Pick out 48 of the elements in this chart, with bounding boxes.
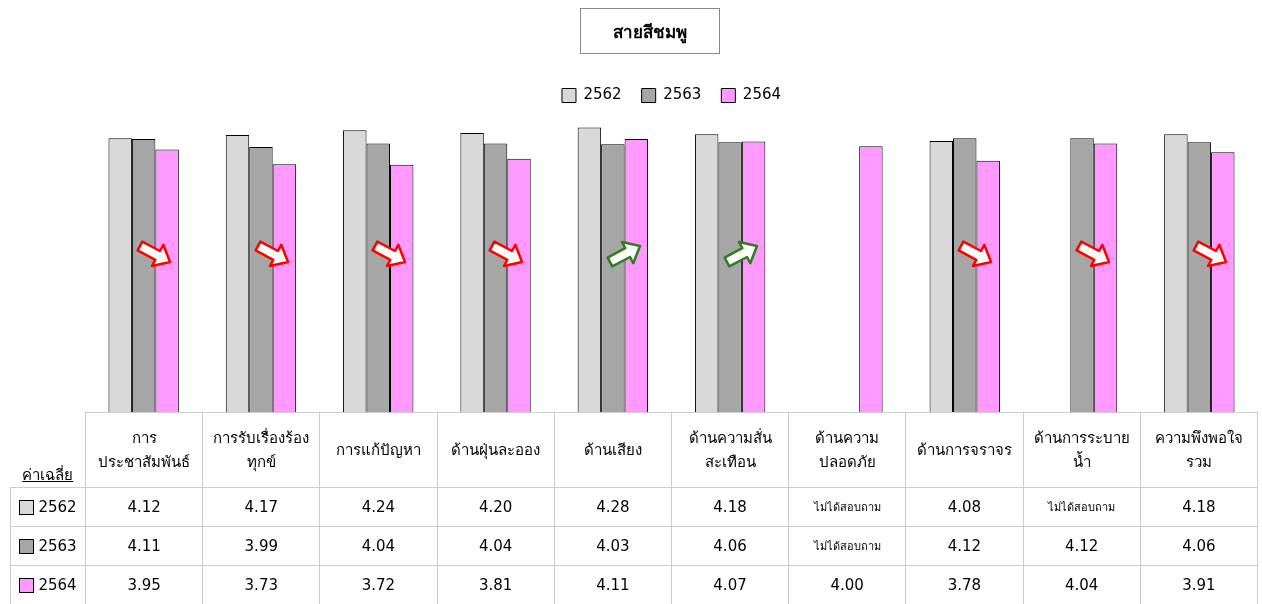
text: 2562 — [38, 498, 77, 516]
text: ค่าเฉลี่ย — [21, 464, 75, 486]
data-label: 4.08 — [905, 487, 1023, 527]
chart-title: สายสีชมพู — [580, 8, 720, 54]
data-label: 4.07 — [671, 565, 789, 604]
legend-label: 2562 — [583, 85, 622, 104]
legend-label: 2563 — [663, 85, 702, 104]
text: ไม่ได้สอบถาม — [813, 501, 881, 514]
data-label: 4.12 — [85, 487, 203, 527]
data-label: 4.04 — [1023, 565, 1141, 604]
data-label: 4.12 — [1023, 526, 1141, 566]
x-tick-label: ด้านความสั่นสะเทือน — [671, 412, 789, 488]
data-label: 3.95 — [85, 565, 203, 604]
x-tick-label: ด้านฝุ่นละออง — [437, 412, 555, 488]
data-label: 4.24 — [319, 487, 438, 527]
data-label: 3.72 — [319, 565, 438, 604]
x-tick-label: ด้านการจราจร — [905, 412, 1023, 488]
x-tick-label: ด้านความปลอดภัย — [788, 412, 906, 488]
data-label: 4.04 — [319, 526, 438, 566]
data-label: 3.78 — [905, 565, 1023, 604]
data-label: 4.06 — [1140, 526, 1258, 566]
text: 2563 — [38, 537, 77, 555]
x-tick-label: ความพึงพอใจรวม — [1140, 412, 1258, 488]
x-tick-label: ด้านเสียง — [554, 412, 672, 488]
data-label: 3.91 — [1140, 565, 1258, 604]
data-label: 4.11 — [85, 526, 203, 566]
data-label: 3.81 — [437, 565, 555, 604]
data-label: 4.03 — [554, 526, 672, 566]
data-label: 4.28 — [554, 487, 672, 527]
x-tick-label: การรับเรื่องร้องทุกข์ — [202, 412, 320, 488]
x-tick-label: การประชาสัมพันธ์ — [85, 412, 203, 488]
data-label: 4.12 — [905, 526, 1023, 566]
x-tick-label: ด้านการระบายน้ำ — [1023, 412, 1141, 488]
text: ไม่ได้สอบถาม — [1048, 501, 1116, 514]
data-label: 4.18 — [1140, 487, 1258, 527]
data-label: 4.11 — [554, 565, 672, 604]
legend-label: 2564 — [742, 85, 782, 104]
data-label: 4.18 — [671, 487, 789, 527]
data-label: 4.17 — [202, 487, 320, 527]
data-label: 4.04 — [437, 526, 555, 566]
data-label: 4.06 — [671, 526, 789, 566]
data-label: 3.73 — [202, 565, 320, 604]
data-label: 4.20 — [437, 487, 555, 527]
x-tick-label: การแก้ปัญหา — [319, 412, 438, 488]
data-label: 4.00 — [788, 565, 906, 604]
text: 2564 — [38, 576, 77, 594]
data-label: 3.99 — [202, 526, 320, 566]
text: ไม่ได้สอบถาม — [813, 540, 881, 553]
